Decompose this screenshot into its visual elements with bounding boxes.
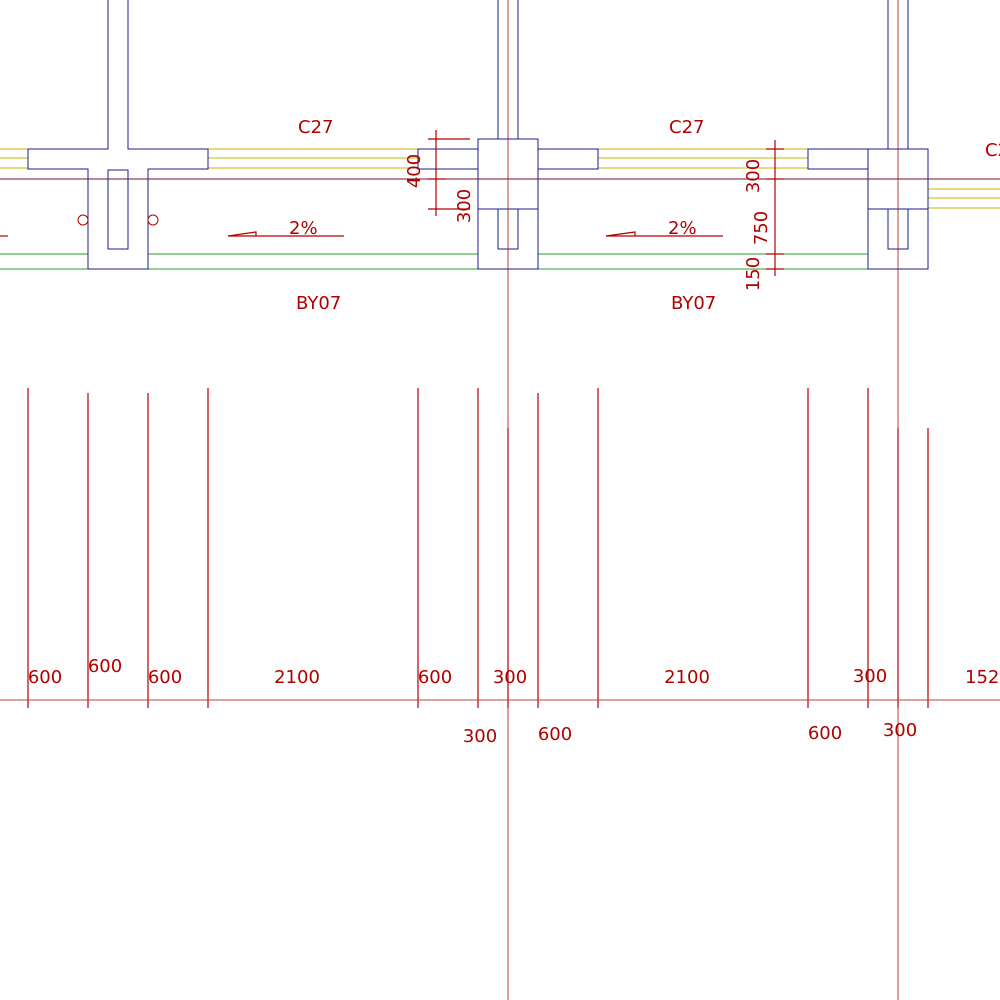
dimension-chain: 600 600 600 2100 600 300 2100 300 152 30…: [28, 656, 1000, 747]
section-dimension-marks: [428, 130, 784, 276]
dim-300-left: 300: [454, 189, 475, 223]
dim-400: 400: [404, 154, 425, 188]
beam-label-c27-right: C27: [669, 117, 704, 138]
dim-text-600-2: 600: [88, 656, 122, 677]
beam-label-c27-left: C27: [298, 117, 333, 138]
beam-section-left: [27, 0, 209, 270]
slope-label-left: 2%: [289, 218, 318, 239]
dim-750: 750: [751, 211, 772, 245]
dim-text-2100-2: 2100: [664, 667, 710, 688]
plate-label-by07-left: BY07: [296, 293, 341, 314]
rebar-marker-left: [77, 214, 89, 226]
slab-lines: [0, 148, 1000, 270]
rebar-marker-right: [147, 214, 159, 226]
plate-label-by07-right: BY07: [671, 293, 716, 314]
dim-300-right: 300: [743, 159, 764, 193]
dim-text-600-4: 600: [418, 667, 452, 688]
dim-text-partial: 152: [965, 667, 999, 688]
beam-core-left: [107, 169, 129, 250]
column-section-middle: [477, 138, 539, 270]
dim-text-600-3: 600: [148, 667, 182, 688]
dim-text-2100-1: 2100: [274, 667, 320, 688]
structure-profiles: [27, 0, 929, 270]
dim-text-600-1: 600: [28, 667, 62, 688]
slope-markers: [0, 231, 723, 237]
dimension-extension-lines: [0, 388, 1000, 708]
slope-label-right: 2%: [668, 218, 697, 239]
dim-text-300-lower-2: 300: [883, 720, 917, 741]
dim-150: 150: [743, 257, 764, 291]
dim-text-300-2: 300: [853, 666, 887, 687]
dim-text-600-lower-2: 600: [808, 723, 842, 744]
dim-text-600-lower-1: 600: [538, 724, 572, 745]
dim-text-300-lower-1: 300: [463, 726, 497, 747]
beam-label-partial: C2: [985, 140, 1000, 161]
grid-axes: [507, 0, 899, 1000]
dim-text-300-1: 300: [493, 667, 527, 688]
